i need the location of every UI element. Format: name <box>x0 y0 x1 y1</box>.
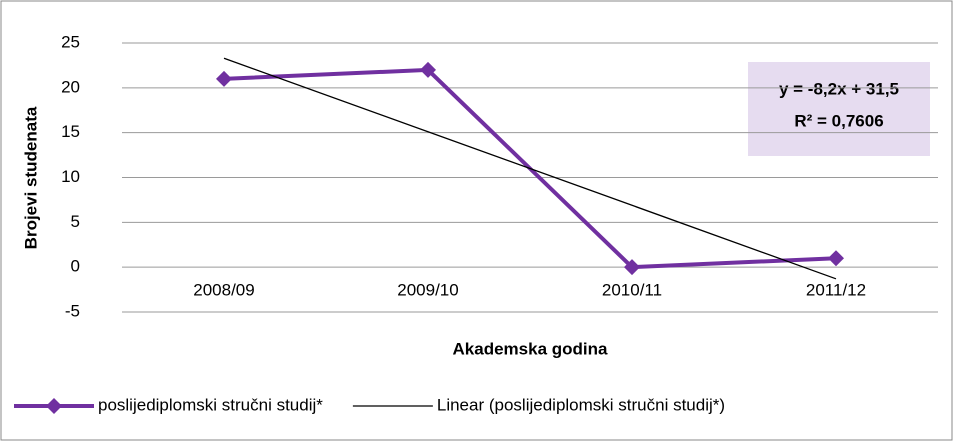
y-tick-label: 15 <box>61 122 80 141</box>
x-tick-label: 2011/12 <box>806 281 866 300</box>
x-tick-label: 2008/09 <box>193 281 254 300</box>
x-tick-label: 2009/10 <box>397 281 458 300</box>
marker <box>624 259 640 276</box>
y-tick-label: 0 <box>71 257 80 276</box>
marker <box>216 70 232 87</box>
marker <box>828 250 844 267</box>
x-tick-label: 2010/11 <box>602 281 662 300</box>
y-axis-title: Brojevi studenata <box>21 106 40 249</box>
legend-marker <box>46 398 62 414</box>
annotation: R² = 0,7606 <box>794 111 883 130</box>
marker <box>420 61 436 78</box>
y-tick-label: -5 <box>65 301 80 320</box>
legend-label: poslijediplomski stručni studij* <box>98 395 323 414</box>
legend-label: Linear (poslijediplomski stručni studij*… <box>437 395 725 414</box>
annotation: y = -8,2x + 31,5 <box>779 79 899 98</box>
y-tick-label: 20 <box>61 77 80 96</box>
y-tick-label: 5 <box>71 212 80 231</box>
y-tick-label: 25 <box>61 32 80 51</box>
x-axis-title: Akademska godina <box>453 339 608 358</box>
y-tick-label: 10 <box>61 167 80 186</box>
annotation-box <box>748 62 930 156</box>
trend-line <box>223 57 837 280</box>
